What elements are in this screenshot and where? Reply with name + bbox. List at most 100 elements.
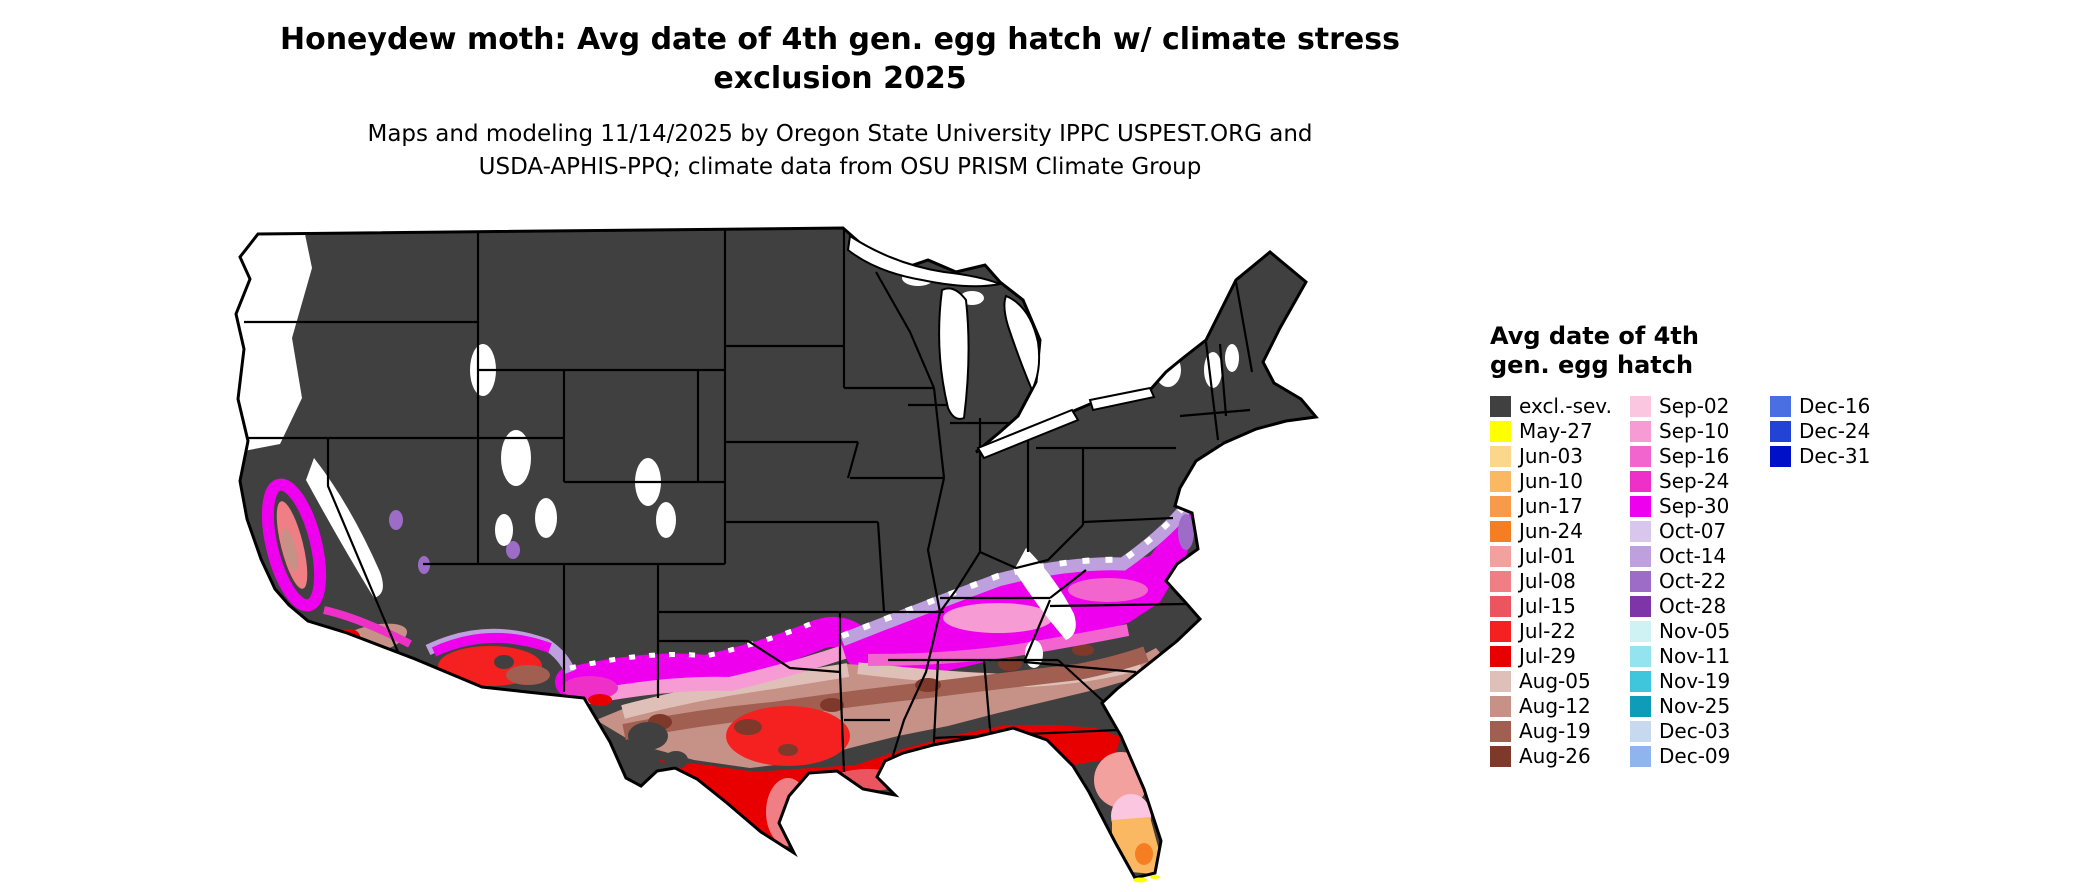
title-line1: Honeydew moth: Avg date of 4th gen. egg …: [279, 22, 1400, 57]
legend-entry: Jul-29: [1490, 646, 1612, 667]
lake-michigan: [938, 287, 970, 420]
map-region-jul-texas: [726, 706, 850, 766]
legend-label: Sep-10: [1659, 419, 1730, 443]
map-speckle-transition: [840, 502, 1189, 639]
legend-swatch: [1490, 596, 1511, 617]
map-band-aug05-west: [621, 663, 850, 719]
map-band-sep10-west: [582, 645, 847, 705]
legend-title: Avg date of 4th gen. egg hatch: [1490, 322, 1892, 380]
legend-entry: Sep-30: [1630, 496, 1752, 517]
legend-label: Dec-16: [1799, 394, 1871, 418]
legend-label: Jul-01: [1519, 544, 1576, 568]
legend-label: Dec-03: [1659, 719, 1731, 743]
legend-swatch: [1490, 496, 1511, 517]
legend-swatch: [1770, 446, 1791, 467]
legend-entry: Sep-10: [1630, 421, 1752, 442]
legend-label: Sep-02: [1659, 394, 1730, 418]
legend-entry: Oct-07: [1630, 521, 1752, 542]
legend-swatch: [1630, 671, 1651, 692]
legend-label: Aug-05: [1519, 669, 1591, 693]
legend-label: Jul-08: [1519, 569, 1576, 593]
legend-label: Dec-09: [1659, 744, 1731, 768]
map-band-sep-socal: [323, 606, 412, 648]
map-dots-keys: [1133, 875, 1160, 883]
legend-entry: Jun-03: [1490, 446, 1612, 467]
legend-swatch: [1490, 546, 1511, 567]
legend-swatch: [1630, 571, 1651, 592]
legend-entry: Oct-22: [1630, 571, 1752, 592]
legend-entry: Aug-26: [1490, 746, 1612, 767]
subtitle-line1: Maps and modeling 11/14/2025 by Oregon S…: [367, 121, 1313, 147]
legend-swatch: [1490, 696, 1511, 717]
legend-label: Nov-25: [1659, 694, 1731, 718]
legend-entry: Sep-24: [1630, 471, 1752, 492]
legend-entry: Jun-17: [1490, 496, 1612, 517]
legend-columns: excl.-sev. May-27 Jun-03 Jun-10 Jun-17 Jun-24…: [1490, 396, 1892, 767]
legend-swatch: [1630, 646, 1651, 667]
legend-entry: Oct-14: [1630, 546, 1752, 567]
legend-swatch: [1630, 421, 1651, 442]
map-ring-sep-cavalley: [261, 478, 327, 612]
legend-entry: Jun-10: [1490, 471, 1612, 492]
lake-superior: [846, 234, 1004, 288]
legend-entry: Sep-16: [1630, 446, 1752, 467]
legend-entry: Dec-09: [1630, 746, 1752, 767]
legend-label: Oct-28: [1659, 594, 1727, 618]
legend-swatch: [1630, 746, 1651, 767]
legend-entry: Nov-19: [1630, 671, 1752, 692]
legend-column: Sep-02 Sep-10 Sep-16 Sep-24 Sep-30 Oct-07 Oct-…: [1630, 396, 1752, 767]
legend-swatch: [1630, 471, 1651, 492]
legend-label: Sep-24: [1659, 469, 1730, 493]
legend-swatch: [1630, 521, 1651, 542]
map-region-jul08-coastalbend: [766, 778, 810, 846]
map-region-sep-nm: [562, 676, 618, 700]
legend-label: Jun-10: [1519, 469, 1583, 493]
legend-swatch: [1770, 421, 1791, 442]
legend-swatch: [1490, 471, 1511, 492]
legend-swatch: [1630, 621, 1651, 642]
legend-entry: Aug-12: [1490, 696, 1612, 717]
legend-swatch: [1490, 746, 1511, 767]
legend-swatch: [1490, 671, 1511, 692]
legend-label: Sep-16: [1659, 444, 1730, 468]
legend-swatch: [1630, 446, 1651, 467]
map-dot-aug-cavalley: [282, 528, 298, 572]
map-dot-jul29-nm: [588, 694, 612, 706]
legend-label: Dec-31: [1799, 444, 1871, 468]
legend-entry: Jul-15: [1490, 596, 1612, 617]
legend-swatch: [1490, 621, 1511, 642]
legend-entry: Aug-05: [1490, 671, 1612, 692]
legend-swatch: [1490, 396, 1511, 417]
map-region-sep16-va: [1068, 578, 1148, 602]
map-speckle-transition-west: [569, 617, 821, 671]
legend-label: excl.-sev.: [1519, 394, 1612, 418]
legend-entry: Jun-24: [1490, 521, 1612, 542]
legend-entry: Nov-05: [1630, 621, 1752, 642]
legend-label: Aug-12: [1519, 694, 1591, 718]
page-title: Honeydew moth: Avg date of 4th gen. egg …: [0, 20, 1680, 98]
legend-swatch: [1490, 646, 1511, 667]
map-dot-jun03-stx: [753, 841, 775, 855]
legend-entry: Dec-24: [1770, 421, 1892, 442]
legend-title-line1: Avg date of 4th: [1490, 322, 1699, 350]
legend-swatch: [1490, 721, 1511, 742]
map-region-sep-east: [840, 504, 1198, 680]
legend-entry: Dec-03: [1630, 721, 1752, 742]
map-region-sep10-tn: [943, 603, 1053, 633]
legend-entry: Oct-28: [1630, 596, 1752, 617]
legend-swatch: [1630, 721, 1651, 742]
legend-title-line2: gen. egg hatch: [1490, 351, 1694, 379]
legend-swatch: [1490, 421, 1511, 442]
legend-label: Jun-17: [1519, 494, 1583, 518]
legend-entry: Dec-31: [1770, 446, 1892, 467]
map-dots-gray: [494, 655, 688, 769]
legend-swatch: [1630, 696, 1651, 717]
legend-swatch: [1630, 596, 1651, 617]
lake-ontario: [1088, 386, 1156, 412]
legend-label: Oct-22: [1659, 569, 1727, 593]
legend: Avg date of 4th gen. egg hatch excl.-sev…: [1490, 322, 1892, 767]
legend-swatch: [1630, 546, 1651, 567]
lake-erie: [976, 408, 1080, 460]
map-region-jul15-lacoast: [832, 769, 904, 791]
